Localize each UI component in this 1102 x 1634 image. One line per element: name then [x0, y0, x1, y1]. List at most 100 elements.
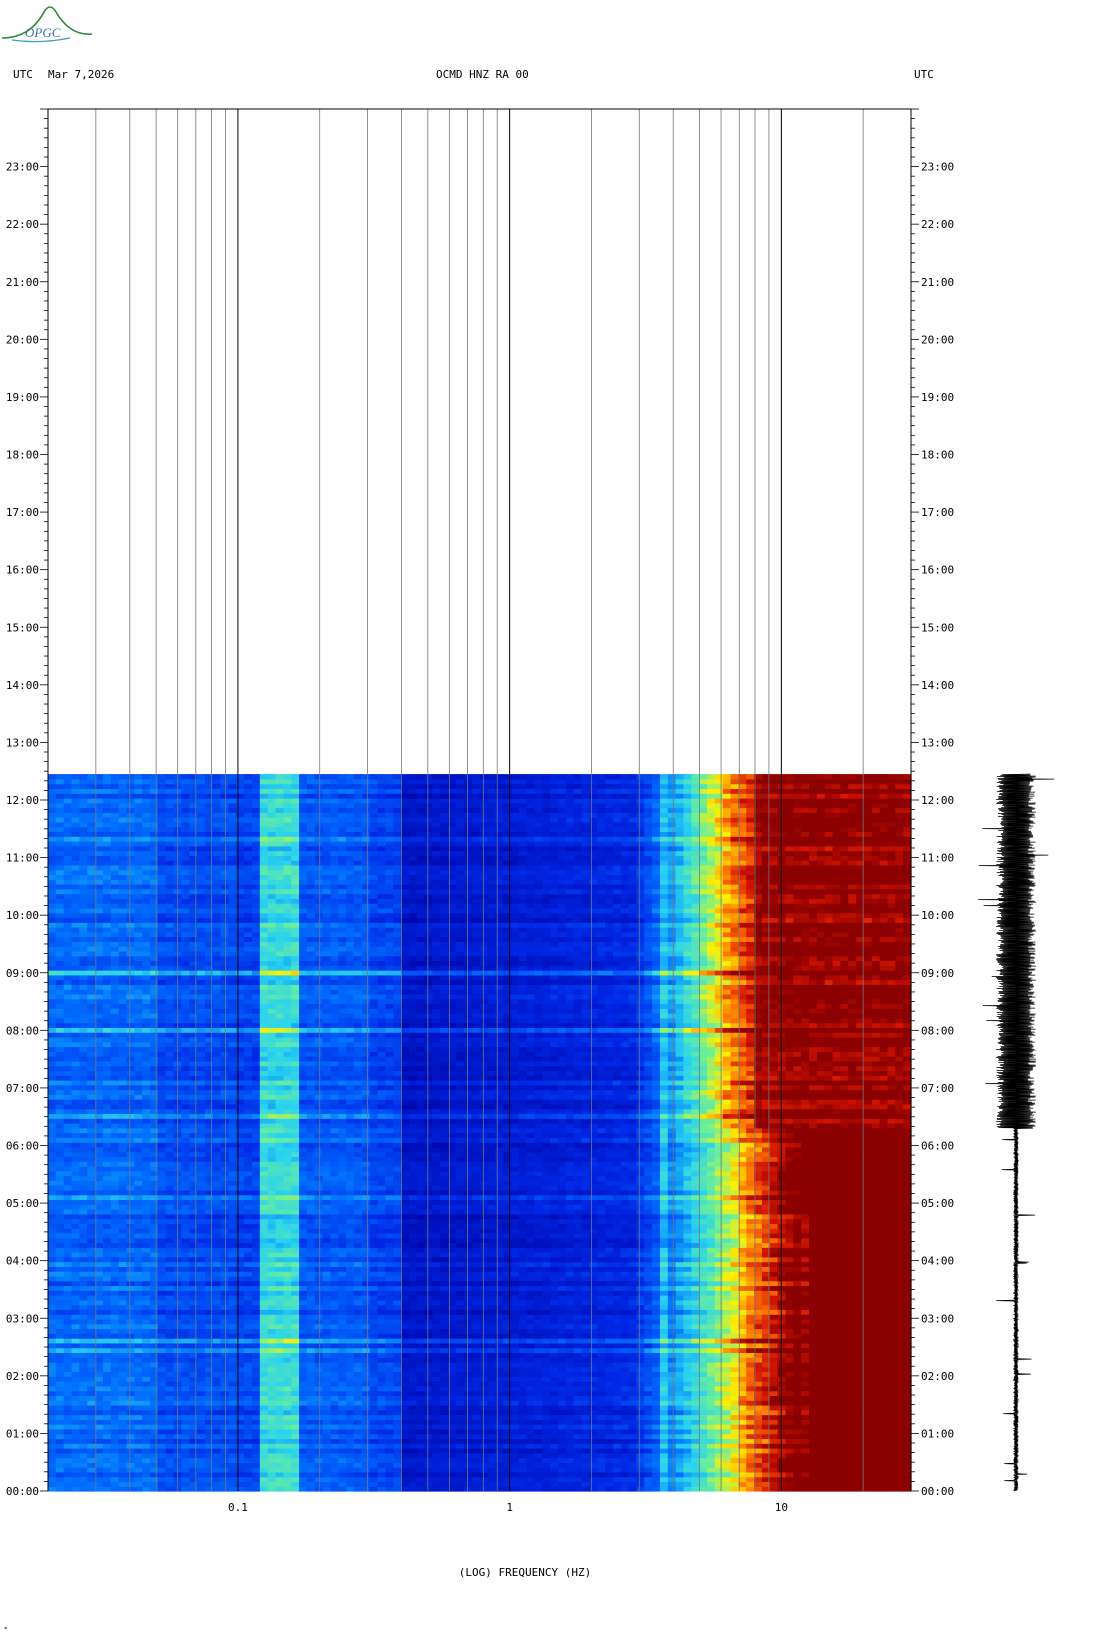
- spectrogram-cell: [236, 1395, 245, 1401]
- spectrogram-cell: [440, 1462, 449, 1468]
- spectrogram-cell: [895, 1471, 904, 1478]
- spectrogram-cell: [275, 1285, 284, 1291]
- spectrogram-cell: [832, 1366, 841, 1373]
- spectrogram-cell: [730, 1299, 739, 1306]
- spectrogram-cell: [714, 1419, 724, 1425]
- spectrogram-cell: [110, 1452, 120, 1459]
- y-tick-label-right: 21:00: [921, 276, 954, 289]
- spectrogram-cell: [730, 1304, 739, 1310]
- spectrogram-cell: [338, 1476, 347, 1483]
- spectrogram-cell: [424, 1419, 434, 1425]
- spectrogram-cell: [102, 1443, 112, 1449]
- spectrogram-cell: [212, 1318, 222, 1325]
- spectrogram-cell: [330, 1390, 339, 1397]
- spectrogram-cell: [895, 1314, 904, 1320]
- spectrogram-cell: [518, 1452, 528, 1459]
- spectrogram-cell: [338, 1290, 347, 1296]
- spectrogram-cell: [714, 1357, 724, 1363]
- spectrogram-cell: [361, 1338, 371, 1344]
- spectrogram-cell: [259, 1352, 269, 1358]
- spectrogram-cell: [526, 1333, 536, 1339]
- spectrogram-cell: [605, 1299, 614, 1306]
- spectrogram-cell: [95, 1467, 104, 1473]
- spectrogram-cell: [48, 1400, 57, 1406]
- spectrogram-cell: [659, 1323, 669, 1330]
- spectrogram-cell: [863, 1371, 873, 1377]
- spectrogram-cell: [754, 1467, 763, 1473]
- spectrogram-cell: [675, 1299, 685, 1306]
- spectrogram-cell: [573, 1290, 583, 1296]
- spectrogram-cell: [236, 1486, 245, 1492]
- spectrogram-cell: [495, 1352, 504, 1358]
- spectrogram-cell: [840, 1342, 849, 1349]
- y-tick-label-left: 11:00: [6, 852, 39, 865]
- spectrogram-cell: [510, 1381, 520, 1387]
- spectrogram-cell: [346, 1371, 355, 1377]
- spectrogram-cell: [353, 1476, 363, 1483]
- spectrogram-cell: [573, 1366, 583, 1373]
- spectrogram-cell: [338, 1314, 347, 1320]
- spectrogram-cell: [518, 1347, 528, 1353]
- spectrogram-cell: [534, 1404, 543, 1411]
- spectrogram-cell: [330, 1376, 339, 1382]
- spectrogram-cell: [565, 1385, 575, 1392]
- spectrogram-cell: [526, 1290, 536, 1296]
- spectrogram-cell: [338, 1457, 347, 1463]
- spectrogram-cell: [675, 1304, 685, 1310]
- spectrogram-cell: [557, 1328, 567, 1334]
- spectrogram-cell: [424, 1385, 434, 1392]
- spectrogram-cell: [699, 1419, 708, 1425]
- spectrogram-cell: [479, 1290, 488, 1296]
- spectrogram-cell: [149, 1361, 159, 1368]
- spectrogram-cell: [432, 1323, 441, 1330]
- spectrogram-cell: [856, 1467, 865, 1473]
- spectrogram-cell: [322, 1333, 332, 1339]
- spectrogram-cell: [628, 1419, 638, 1425]
- spectrogram-cell: [408, 1462, 418, 1468]
- spectrogram-cell: [816, 1376, 826, 1382]
- spectrogram-cell: [102, 1457, 112, 1463]
- spectrogram-cell: [565, 1467, 575, 1473]
- spectrogram-cell: [204, 1462, 214, 1468]
- spectrogram-cell: [71, 1395, 80, 1401]
- spectrogram-cell: [871, 1328, 881, 1334]
- spectrogram-cell: [879, 1471, 889, 1478]
- spectrogram-cell: [730, 1467, 739, 1473]
- spectrogram-cell: [667, 1318, 677, 1325]
- spectrogram-cell: [165, 1419, 175, 1425]
- spectrogram-cell: [353, 1452, 363, 1459]
- spectrogram-cell: [157, 1400, 167, 1406]
- spectrogram-cell: [416, 1428, 426, 1435]
- spectrogram-cell: [299, 1371, 308, 1377]
- spectrogram-cell: [267, 1433, 277, 1440]
- spectrogram-cell: [149, 1404, 159, 1411]
- spectrogram-cell: [824, 1333, 834, 1339]
- spectrogram-cell: [628, 1471, 638, 1478]
- spectrogram-cell: [110, 1309, 120, 1315]
- spectrogram-cell: [730, 1462, 739, 1468]
- spectrogram-cell: [48, 1481, 57, 1487]
- spectrogram-cell: [267, 1462, 277, 1468]
- spectrogram-cell: [204, 1481, 214, 1487]
- spectrogram-cell: [385, 1352, 394, 1358]
- spectrogram-cell: [377, 1419, 386, 1425]
- spectrogram-cell: [675, 1381, 685, 1387]
- spectrogram-cell: [801, 1309, 810, 1315]
- spectrogram-cell: [353, 1376, 363, 1382]
- spectrogram-cell: [126, 1376, 135, 1382]
- spectrogram-cell: [48, 1357, 57, 1363]
- spectrogram-cell: [181, 1314, 190, 1320]
- spectrogram-cell: [102, 1481, 112, 1487]
- spectrogram-cell: [197, 1438, 206, 1444]
- spectrogram-cell: [565, 1414, 575, 1420]
- spectrogram-cell: [244, 1342, 253, 1349]
- spectrogram-cell: [659, 1342, 669, 1349]
- spectrogram-cell: [589, 1314, 598, 1320]
- spectrogram-cell: [197, 1290, 206, 1296]
- spectrogram-cell: [769, 1385, 779, 1392]
- spectrogram-cell: [903, 1409, 912, 1416]
- spectrogram-cell: [440, 1347, 449, 1353]
- spectrogram-cell: [275, 1481, 284, 1487]
- spectrogram-cell: [322, 1476, 332, 1483]
- spectrogram-cell: [212, 1419, 222, 1425]
